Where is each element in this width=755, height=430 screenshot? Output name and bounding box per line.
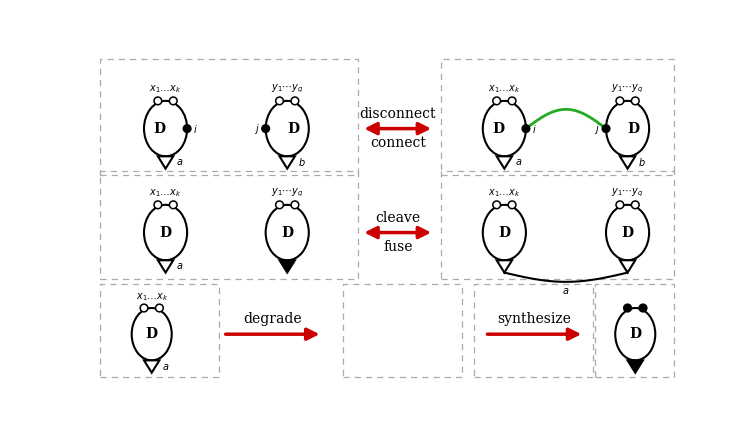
- Text: $a$: $a$: [562, 286, 569, 296]
- Text: D: D: [629, 327, 641, 341]
- Text: D: D: [146, 327, 158, 341]
- Text: $a$: $a$: [177, 157, 183, 167]
- Circle shape: [154, 201, 162, 209]
- Ellipse shape: [144, 101, 187, 157]
- Text: $x_1\ldots x_k$: $x_1\ldots x_k$: [136, 291, 168, 303]
- Text: $i$: $i$: [532, 123, 537, 135]
- Text: $a$: $a$: [177, 261, 183, 271]
- Text: $y_1\cdots y_q$: $y_1\cdots y_q$: [271, 187, 304, 200]
- Circle shape: [616, 201, 624, 209]
- Ellipse shape: [131, 308, 171, 360]
- Text: connect: connect: [370, 136, 426, 150]
- Circle shape: [140, 304, 148, 312]
- Circle shape: [169, 97, 177, 105]
- Bar: [100, 284, 220, 377]
- Polygon shape: [627, 360, 643, 373]
- Ellipse shape: [606, 101, 649, 157]
- Text: D: D: [498, 226, 510, 240]
- Ellipse shape: [266, 101, 309, 157]
- Circle shape: [291, 97, 299, 105]
- Bar: [595, 284, 673, 377]
- Circle shape: [169, 201, 177, 209]
- Circle shape: [639, 304, 647, 312]
- Polygon shape: [158, 157, 173, 169]
- Text: $a$: $a$: [162, 362, 170, 372]
- Circle shape: [493, 201, 501, 209]
- Circle shape: [624, 304, 631, 312]
- Bar: [441, 171, 673, 279]
- Text: D: D: [153, 122, 165, 135]
- Circle shape: [508, 97, 516, 105]
- Polygon shape: [144, 360, 159, 373]
- Circle shape: [522, 125, 530, 132]
- Text: $y_1\cdots y_q$: $y_1\cdots y_q$: [612, 83, 644, 95]
- Circle shape: [183, 125, 191, 132]
- Text: D: D: [159, 226, 171, 240]
- Text: D: D: [288, 122, 300, 135]
- Text: $j$: $j$: [594, 122, 599, 135]
- Text: $x_1\ldots x_k$: $x_1\ldots x_k$: [488, 187, 520, 200]
- Bar: [343, 284, 462, 377]
- Text: D: D: [281, 226, 293, 240]
- Text: $x_1\ldots x_k$: $x_1\ldots x_k$: [149, 84, 182, 95]
- Bar: [441, 59, 673, 175]
- Circle shape: [616, 97, 624, 105]
- Polygon shape: [279, 260, 295, 273]
- Bar: [100, 171, 358, 279]
- Ellipse shape: [482, 101, 526, 157]
- Text: synthesize: synthesize: [498, 313, 572, 326]
- Polygon shape: [620, 157, 635, 169]
- Text: $x_1\ldots x_k$: $x_1\ldots x_k$: [149, 187, 182, 200]
- Text: cleave: cleave: [375, 211, 421, 225]
- Ellipse shape: [266, 205, 309, 260]
- Circle shape: [156, 304, 163, 312]
- Polygon shape: [620, 260, 635, 273]
- Text: D: D: [627, 122, 639, 135]
- Circle shape: [154, 97, 162, 105]
- Polygon shape: [158, 260, 173, 273]
- Ellipse shape: [606, 205, 649, 260]
- Ellipse shape: [482, 205, 526, 260]
- Circle shape: [508, 201, 516, 209]
- Ellipse shape: [615, 308, 655, 360]
- Text: D: D: [492, 122, 504, 135]
- Text: $b$: $b$: [638, 157, 646, 169]
- Circle shape: [276, 97, 283, 105]
- Bar: [100, 59, 358, 175]
- Text: $i$: $i$: [193, 123, 198, 135]
- Text: $x_1\ldots x_k$: $x_1\ldots x_k$: [488, 84, 520, 95]
- Text: fuse: fuse: [383, 240, 412, 254]
- Circle shape: [262, 125, 270, 132]
- Text: $j$: $j$: [254, 122, 260, 135]
- Text: degrade: degrade: [243, 313, 302, 326]
- Circle shape: [291, 201, 299, 209]
- Circle shape: [276, 201, 283, 209]
- Ellipse shape: [144, 205, 187, 260]
- Text: $b$: $b$: [298, 157, 306, 169]
- Bar: [473, 284, 593, 377]
- Circle shape: [631, 97, 639, 105]
- Text: $a$: $a$: [515, 157, 522, 167]
- Circle shape: [631, 201, 639, 209]
- Polygon shape: [497, 157, 512, 169]
- Circle shape: [602, 125, 610, 132]
- Polygon shape: [279, 157, 295, 169]
- Polygon shape: [497, 260, 512, 273]
- Circle shape: [493, 97, 501, 105]
- Text: D: D: [621, 226, 633, 240]
- Text: $y_1\cdots y_q$: $y_1\cdots y_q$: [271, 83, 304, 95]
- Text: $y_1\cdots y_q$: $y_1\cdots y_q$: [612, 187, 644, 200]
- Text: disconnect: disconnect: [359, 107, 436, 121]
